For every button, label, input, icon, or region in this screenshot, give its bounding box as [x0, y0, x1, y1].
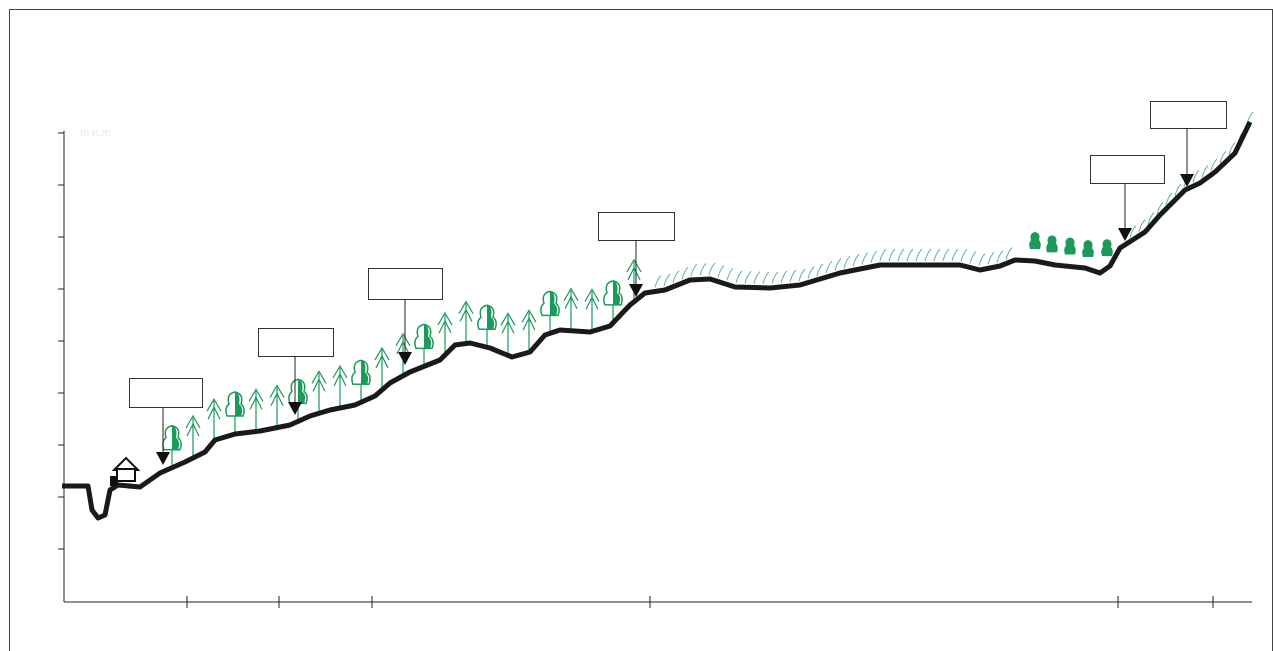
- grass: [799, 269, 805, 281]
- grass: [835, 259, 841, 271]
- marker-box: [599, 213, 675, 241]
- vegetation: [163, 112, 1253, 468]
- grass: [664, 274, 670, 286]
- y-axis-label: m n.m.: [80, 127, 114, 139]
- marker-arrow: [288, 402, 302, 415]
- marker-box: [1151, 102, 1227, 129]
- grass: [889, 249, 895, 261]
- grass: [898, 249, 904, 261]
- grass: [781, 271, 787, 283]
- grass: [844, 256, 850, 268]
- grass: [745, 271, 751, 283]
- grass: [1006, 248, 1012, 260]
- terrain-profile: [62, 122, 1250, 518]
- marker-arrow: [398, 352, 412, 365]
- grass: [673, 271, 679, 283]
- grass: [709, 263, 715, 275]
- grass: [970, 252, 976, 264]
- marker-box: [369, 269, 443, 300]
- grass: [772, 272, 778, 284]
- grass: [853, 254, 859, 266]
- deciduous-tree: [1029, 232, 1041, 249]
- grass: [790, 270, 796, 282]
- grass: [916, 249, 922, 261]
- deciduous-tree: [1101, 239, 1113, 256]
- grass: [880, 249, 886, 261]
- grass: [727, 268, 733, 280]
- grass: [754, 272, 760, 284]
- grass: [718, 266, 724, 278]
- grass: [691, 264, 697, 276]
- marker-box: [1091, 156, 1165, 184]
- grass: [952, 249, 958, 261]
- frame: [10, 10, 1273, 651]
- grass: [682, 267, 688, 279]
- grass: [1193, 170, 1199, 182]
- diagram: m n.m.: [0, 0, 1273, 651]
- deciduous-tree: [1046, 235, 1058, 252]
- marker-arrow: [156, 452, 170, 465]
- grass: [988, 252, 994, 264]
- grass: [925, 249, 931, 261]
- grass: [826, 261, 832, 273]
- grass: [700, 264, 706, 276]
- grass: [907, 249, 913, 261]
- deciduous-tree: [1082, 240, 1094, 257]
- grass: [736, 271, 742, 283]
- grass: [862, 253, 868, 265]
- grass: [871, 251, 877, 263]
- deciduous-tree: [1064, 238, 1076, 255]
- marker-box: [130, 379, 203, 408]
- page: {"axis": {"y_label": "m n.m."}} m n.m. (…: [0, 0, 1273, 651]
- grass: [808, 267, 814, 279]
- grass: [997, 251, 1003, 263]
- grass: [817, 264, 823, 276]
- ticks: [58, 133, 1213, 608]
- grass: [943, 249, 949, 261]
- grass: [979, 254, 985, 266]
- grass: [961, 249, 967, 261]
- marker-box: [259, 329, 334, 357]
- grass: [763, 272, 769, 284]
- grass: [655, 276, 661, 288]
- house: [110, 458, 138, 486]
- grass: [934, 249, 940, 261]
